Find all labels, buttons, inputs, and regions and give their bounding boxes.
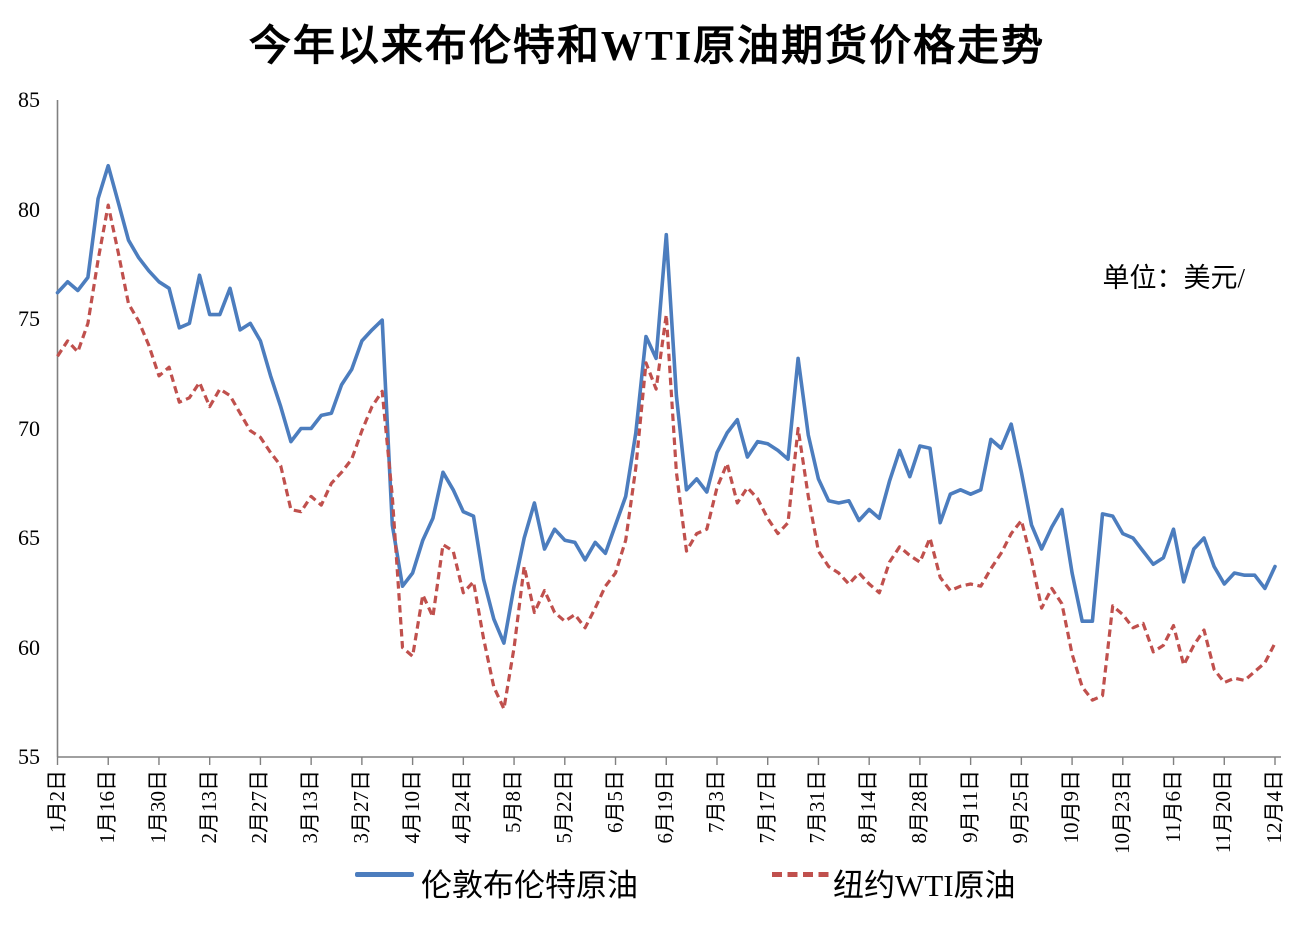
y-axis-label: 85 <box>18 87 40 112</box>
x-axis-label: 11月20日 <box>1211 770 1236 854</box>
x-axis-label: 9月25日 <box>1008 770 1033 844</box>
y-axis-label: 55 <box>18 744 40 769</box>
x-axis-label: 7月17日 <box>754 770 779 844</box>
unit-label: 单位：美元/ <box>1102 263 1245 293</box>
y-axis-label: 70 <box>18 415 40 441</box>
x-axis-label: 3月27日 <box>348 770 373 844</box>
wti-price-line <box>56 203 1277 711</box>
brent-price-line <box>55 163 1277 645</box>
x-axis-label: 6月19日 <box>653 770 678 844</box>
x-axis-label: 3月13日 <box>298 770 323 844</box>
x-axis-label: 10月9日 <box>1059 770 1084 844</box>
x-axis-label: 12月4日 <box>1262 770 1286 844</box>
x-axis-label: 6月5日 <box>602 770 627 833</box>
x-axis-label: 1月16日 <box>95 770 120 844</box>
x-axis-label: 1月2日 <box>44 770 69 833</box>
x-axis-label: 7月31日 <box>805 770 830 844</box>
x-axis-label: 1月30日 <box>145 770 170 844</box>
chart-title: 今年以来布伦特和WTI原油期货价格走势 <box>248 24 1046 70</box>
x-axis-label: 2月27日 <box>247 770 272 844</box>
x-axis-label: 4月10日 <box>399 770 424 844</box>
y-axis-label: 80 <box>18 196 40 222</box>
x-axis-label: 2月13日 <box>196 770 221 844</box>
x-axis-label: 9月11日 <box>957 770 982 843</box>
x-axis-label: 7月3日 <box>703 770 728 833</box>
x-axis-label: 10月23日 <box>1109 770 1134 854</box>
x-axis-label: 5月22日 <box>551 770 576 844</box>
y-axis-label: 65 <box>18 525 40 550</box>
x-axis-label: 5月8日 <box>501 770 526 833</box>
x-axis-label: 4月24日 <box>450 770 475 844</box>
x-axis-label: 11月6日 <box>1160 770 1185 843</box>
y-axis-label: 75 <box>18 306 40 331</box>
y-axis-label: 60 <box>18 634 40 660</box>
x-axis-label: 8月14日 <box>856 770 881 844</box>
x-axis-label: 8月28日 <box>906 770 931 844</box>
